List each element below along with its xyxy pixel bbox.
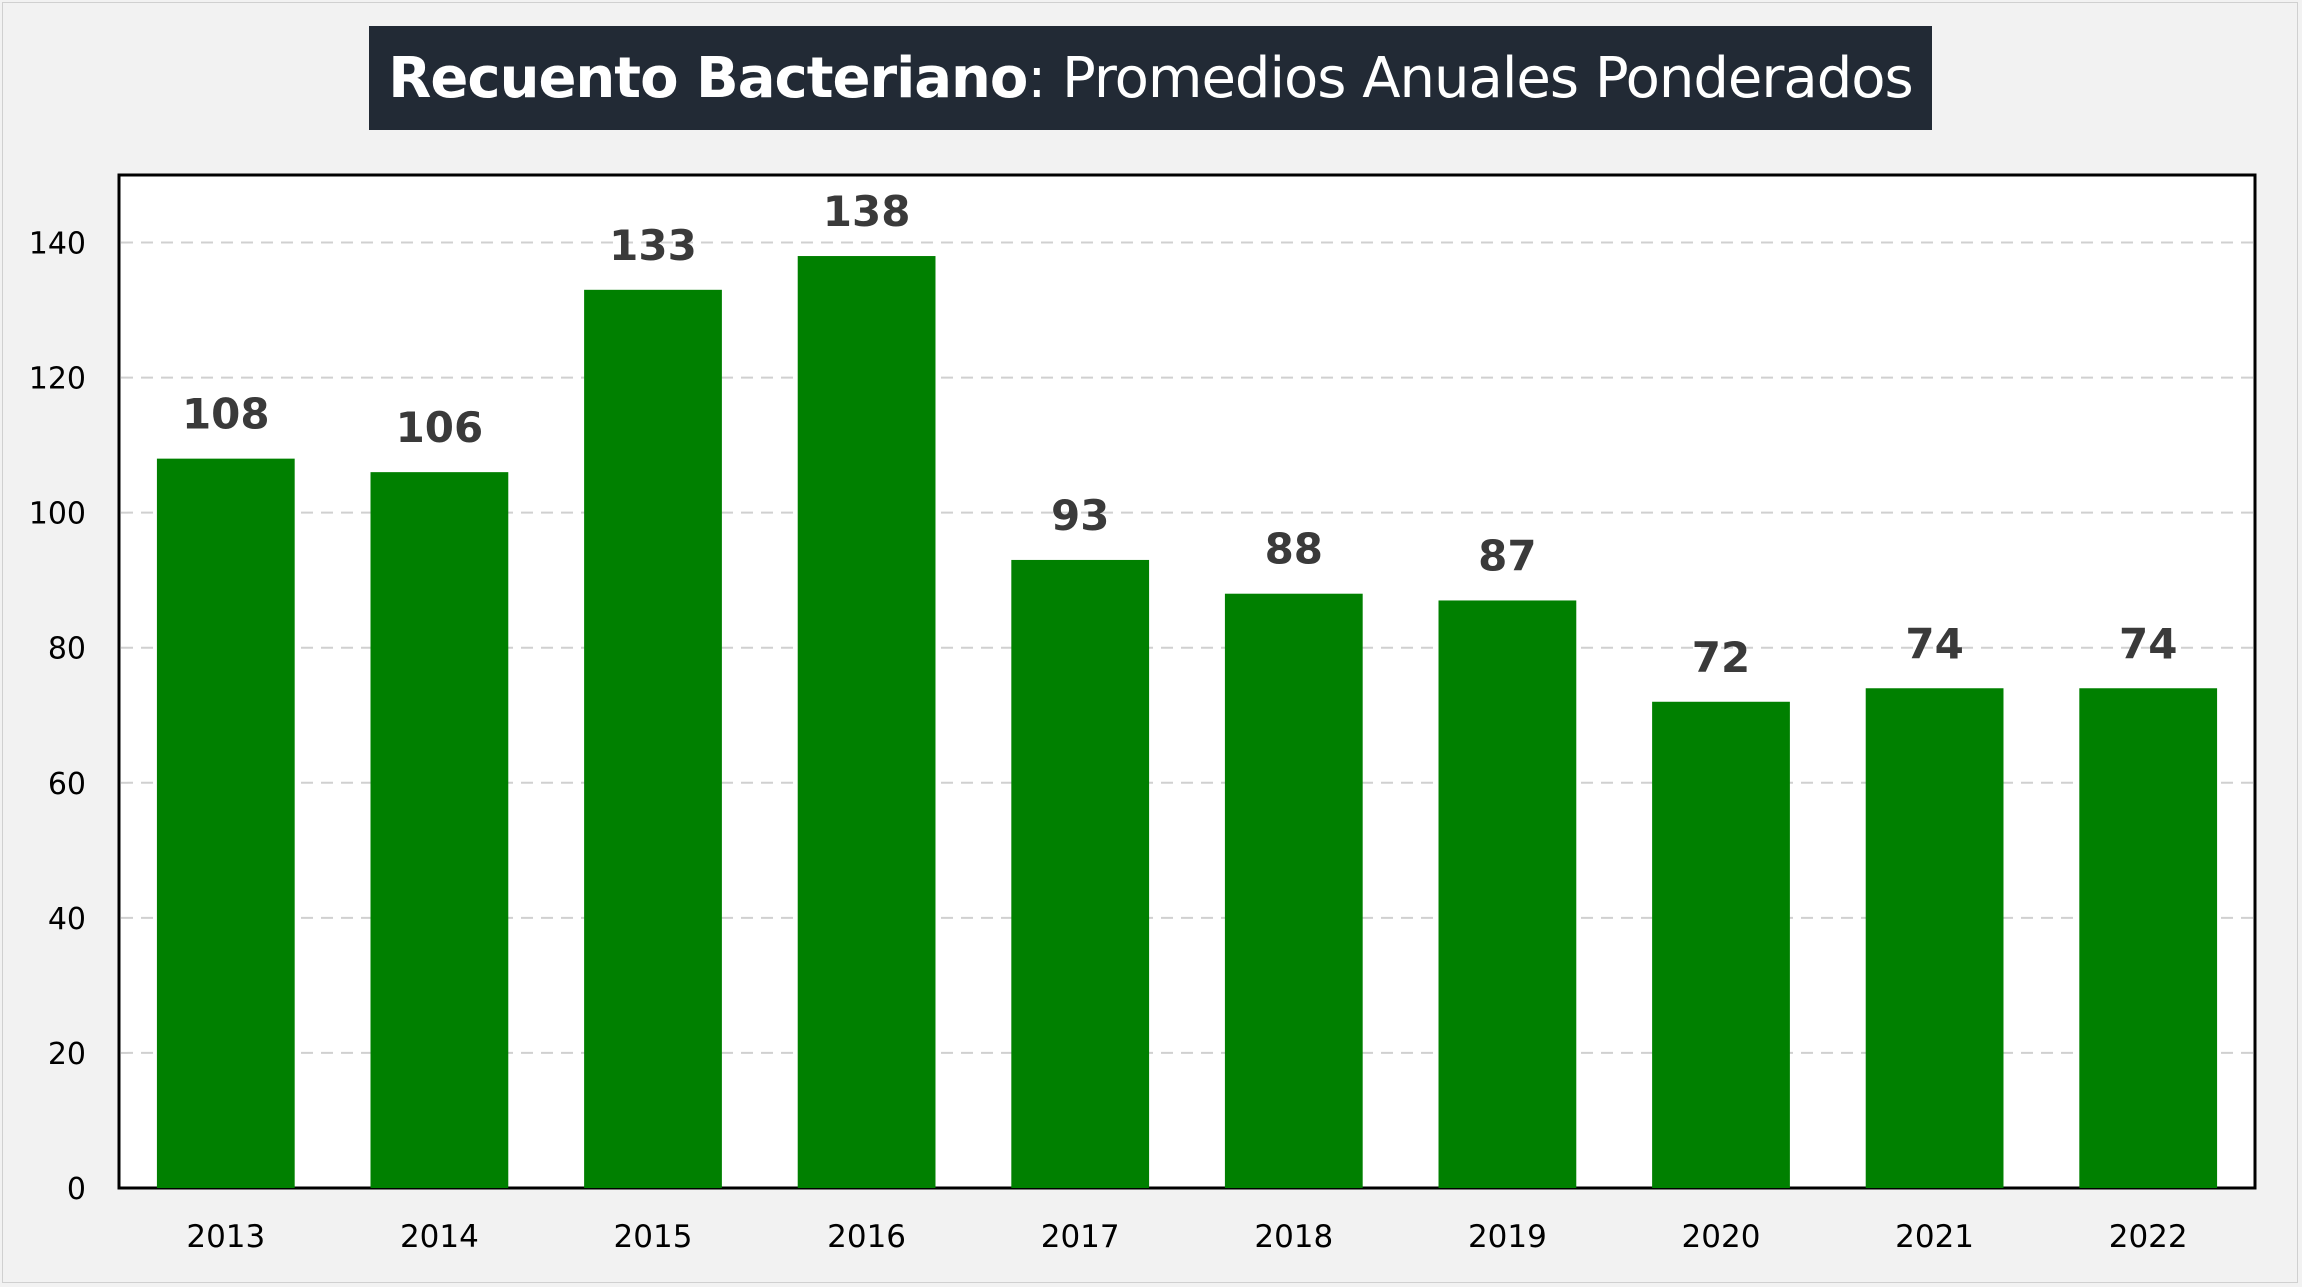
data-label-2018: 88 bbox=[1265, 525, 1323, 574]
x-tick-label-2014: 2014 bbox=[400, 1219, 479, 1255]
chart-title: Recuento Bacteriano: Promedios Anuales P… bbox=[369, 26, 1932, 130]
x-tick-label-2021: 2021 bbox=[1895, 1219, 1974, 1255]
bar-2019 bbox=[1438, 600, 1577, 1188]
data-label-2013: 108 bbox=[182, 390, 270, 439]
gridlines bbox=[121, 241, 2253, 1054]
y-tick-label: 140 bbox=[29, 227, 86, 262]
bar-2022 bbox=[2079, 688, 2218, 1188]
data-label-2014: 106 bbox=[396, 403, 484, 452]
chart-title-bold: Recuento Bacteriano bbox=[388, 45, 1028, 111]
y-tick-label: 0 bbox=[67, 1172, 86, 1207]
y-tick-label: 20 bbox=[48, 1037, 86, 1072]
bar-2015 bbox=[584, 289, 722, 1189]
x-tick-label-2013: 2013 bbox=[186, 1219, 265, 1255]
bars bbox=[156, 256, 2218, 1189]
data-label-2019: 87 bbox=[1478, 531, 1536, 580]
y-tick-label: 60 bbox=[48, 767, 86, 802]
bar-2013 bbox=[156, 458, 295, 1188]
x-tick-label-2015: 2015 bbox=[614, 1219, 693, 1255]
y-tick-label: 40 bbox=[48, 902, 86, 937]
x-tick-label-2019: 2019 bbox=[1468, 1219, 1547, 1255]
data-label-2015: 133 bbox=[609, 221, 697, 270]
y-tick-label: 120 bbox=[29, 362, 86, 397]
y-tick-label: 100 bbox=[29, 497, 86, 532]
x-tick-label-2017: 2017 bbox=[1041, 1219, 1120, 1255]
x-tick-label-2020: 2020 bbox=[1682, 1219, 1761, 1255]
bar-2020 bbox=[1652, 701, 1790, 1188]
data-label-2022: 74 bbox=[2119, 619, 2177, 668]
chart-title-regular: : Promedios Anuales Ponderados bbox=[1027, 45, 1913, 111]
bar-2014 bbox=[370, 472, 509, 1188]
bar-2021 bbox=[1865, 688, 2004, 1188]
bar-2017 bbox=[1011, 559, 1150, 1188]
x-tick-label-2016: 2016 bbox=[827, 1219, 906, 1255]
x-axis-ticks: 2013 2014 2015 2016 2017 2018 2019 2020 2021 2022 bbox=[186, 1219, 2187, 1255]
bar-2018 bbox=[1224, 593, 1363, 1188]
bar-2016 bbox=[797, 256, 936, 1188]
data-label-2017: 93 bbox=[1051, 491, 1109, 540]
data-label-2021: 74 bbox=[1905, 619, 1963, 668]
data-label-2020: 72 bbox=[1692, 633, 1750, 682]
data-labels: 108 106 133 138 93 88 87 72 74 74 bbox=[182, 187, 2177, 682]
y-tick-label: 80 bbox=[48, 632, 86, 667]
x-tick-label-2022: 2022 bbox=[2109, 1219, 2188, 1255]
x-tick-label-2018: 2018 bbox=[1254, 1219, 1333, 1255]
y-axis-ticks: 0 20 40 60 80 100 120 140 bbox=[29, 227, 86, 1207]
data-label-2016: 138 bbox=[823, 187, 911, 236]
